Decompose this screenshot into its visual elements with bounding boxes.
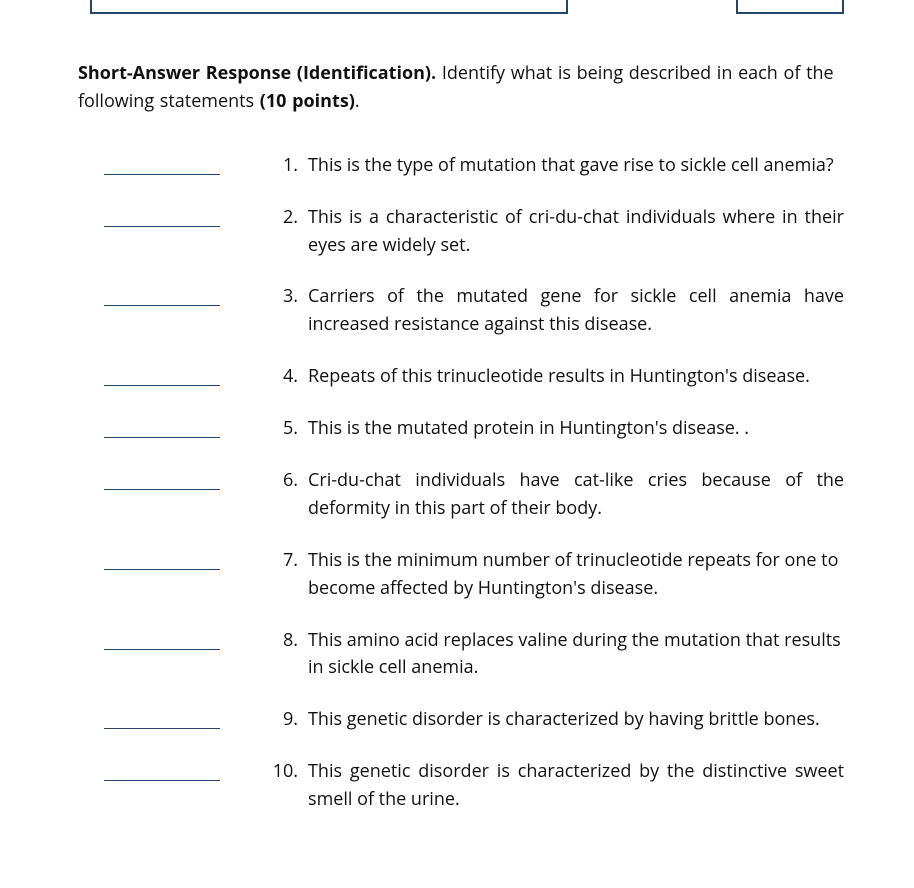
question-number: 7.: [264, 547, 308, 575]
question-number: 6.: [264, 467, 308, 495]
question-list: 1.This is the type of mutation that gave…: [104, 152, 844, 814]
question-text: Cri-du-chat individuals have cat-like cr…: [308, 467, 844, 523]
question-text: This is the mutated protein in Huntingto…: [308, 415, 844, 443]
question-text: This is a characteristic of cri-du-chat …: [308, 204, 844, 260]
question-row: 3.Carriers of the mutated gene for sickl…: [104, 283, 844, 339]
intro-tail: .: [355, 89, 360, 113]
answer-blank[interactable]: [104, 629, 220, 650]
question-row: 2.This is a characteristic of cri-du-cha…: [104, 204, 844, 260]
question-row: 8.This amino acid replaces valine during…: [104, 627, 844, 683]
question-text: This is the type of mutation that gave r…: [308, 152, 844, 180]
question-text: This amino acid replaces valine during t…: [308, 627, 844, 683]
intro-points-bold: (10 points): [260, 89, 355, 113]
top-box-strip: [90, 0, 844, 20]
question-row: 5.This is the mutated protein in Hunting…: [104, 415, 844, 443]
question-row: 9.This genetic disorder is characterized…: [104, 706, 844, 734]
question-number: 5.: [264, 415, 308, 443]
question-number: 8.: [264, 627, 308, 655]
answer-blank[interactable]: [104, 417, 220, 438]
question-number: 10.: [264, 758, 308, 786]
answer-blank[interactable]: [104, 549, 220, 570]
answer-blank[interactable]: [104, 469, 220, 490]
answer-blank[interactable]: [104, 206, 220, 227]
question-row: 6.Cri-du-chat individuals have cat-like …: [104, 467, 844, 523]
question-text: This genetic disorder is characterized b…: [308, 758, 844, 814]
answer-blank[interactable]: [104, 154, 220, 175]
question-text: This is the minimum number of trinucleot…: [308, 547, 844, 603]
question-text: Repeats of this trinucleotide results in…: [308, 363, 844, 391]
question-number: 4.: [264, 363, 308, 391]
question-row: 1.This is the type of mutation that gave…: [104, 152, 844, 180]
question-number: 2.: [264, 204, 308, 232]
section-intro: Short-Answer Response (Identification). …: [78, 60, 836, 116]
top-box-right: [736, 0, 844, 14]
answer-blank[interactable]: [104, 708, 220, 729]
answer-blank[interactable]: [104, 285, 220, 306]
question-row: 10.This genetic disorder is characterize…: [104, 758, 844, 814]
question-text: This genetic disorder is characterized b…: [308, 706, 844, 734]
question-row: 4.Repeats of this trinucleotide results …: [104, 363, 844, 391]
answer-blank[interactable]: [104, 365, 220, 386]
answer-blank[interactable]: [104, 760, 220, 781]
question-text: Carriers of the mutated gene for sickle …: [308, 283, 844, 339]
top-box-left: [90, 0, 568, 14]
question-row: 7.This is the minimum number of trinucle…: [104, 547, 844, 603]
question-number: 3.: [264, 283, 308, 311]
intro-lead-bold: Short-Answer Response (Identification).: [78, 61, 436, 85]
worksheet-page: Short-Answer Response (Identification). …: [0, 0, 914, 888]
question-number: 1.: [264, 152, 308, 180]
question-number: 9.: [264, 706, 308, 734]
